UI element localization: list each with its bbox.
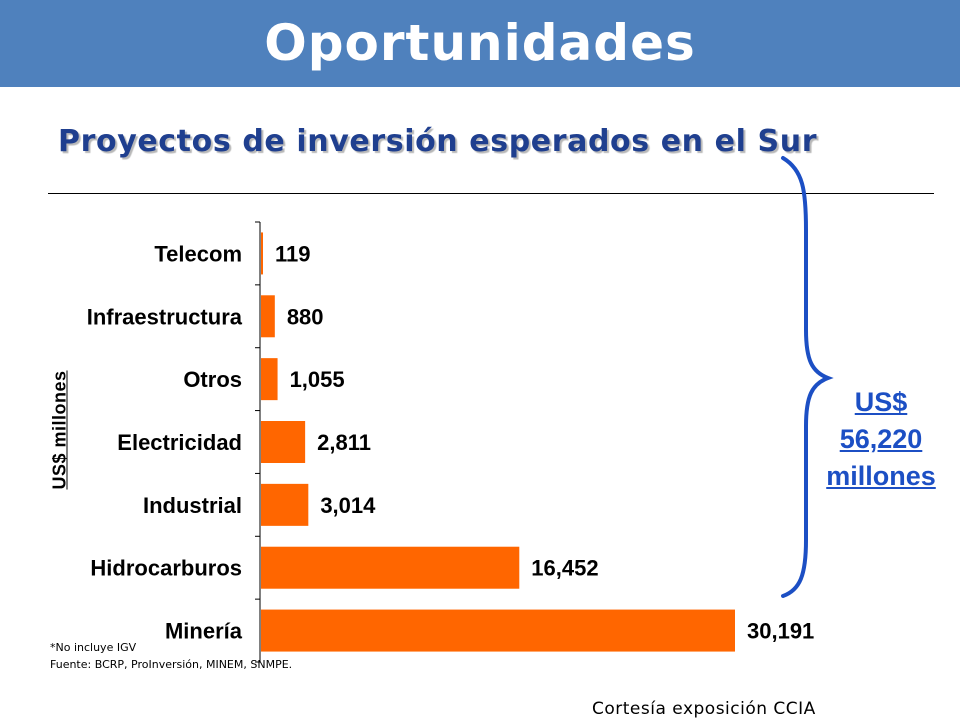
total-unit: millones [826,461,936,491]
bar-telecom [261,232,263,275]
curly-brace-icon [781,156,834,598]
value-label: 119 [275,241,311,266]
total-amount: 56,220 [839,424,923,454]
value-label: 3,014 [320,493,376,518]
value-label: 880 [287,304,324,329]
value-label: 16,452 [531,556,598,581]
value-label: 1,055 [290,367,345,392]
category-label: Otros [183,367,242,392]
category-label: Electricidad [117,430,242,455]
title-banner: Oportunidades [0,0,960,87]
slide-title: Oportunidades [264,14,696,72]
bar-otros [261,358,278,401]
courtesy-note: Cortesía exposición CCIA [592,699,816,719]
bar-industrial [261,483,309,526]
category-label: Hidrocarburos [90,556,242,581]
bar-hidrocarburos [261,546,520,589]
divider-line [48,193,934,194]
category-label: Minería [165,619,243,644]
value-label: 2,811 [317,430,371,455]
bar-infraestructura [261,295,275,338]
category-label: Infraestructura [87,304,243,329]
total-investment: US$ 56,220 millones [806,384,956,495]
category-label: Industrial [143,493,242,518]
bar-minería [261,609,735,652]
chart-subtitle: Proyectos de inversión esperados en el S… [58,124,818,159]
value-label: 30,191 [747,619,814,644]
footnote-igv: *No incluye IGV [50,641,137,654]
bar-electricidad [261,421,306,463]
total-currency: US$ [854,387,908,417]
footnote-source: Fuente: BCRP, ProInversión, MINEM, SNMPE… [50,658,293,671]
category-label: Telecom [154,241,242,266]
